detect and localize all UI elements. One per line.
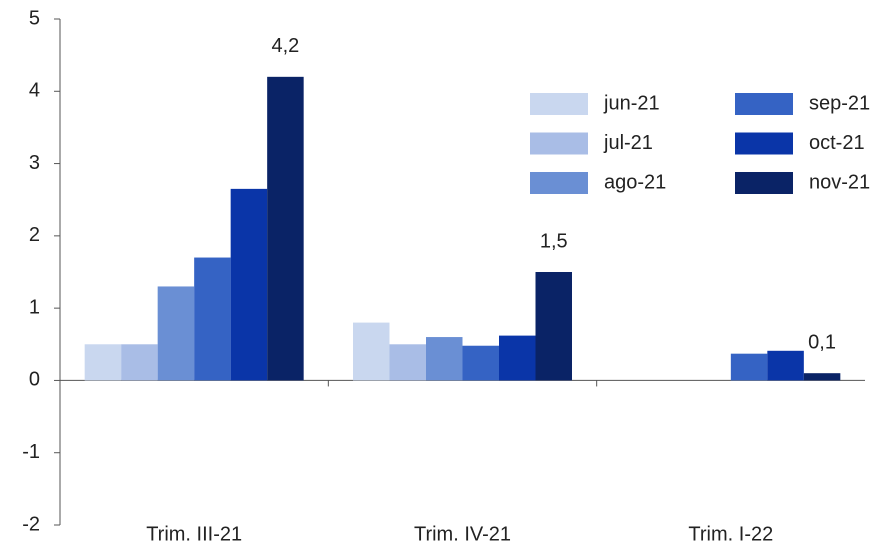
legend-swatch	[735, 132, 793, 155]
value-label: 0,1	[808, 331, 836, 353]
bar	[157, 286, 195, 381]
bar	[267, 76, 304, 381]
legend-label: ago-21	[604, 171, 666, 193]
legend-label: jun-21	[603, 92, 660, 114]
y-tick-label: -1	[22, 441, 40, 463]
legend-label: jul-21	[603, 132, 653, 154]
y-tick-label: -2	[22, 513, 40, 535]
y-tick-label: 3	[29, 152, 40, 174]
bar	[426, 337, 463, 381]
legend-label: oct-21	[809, 132, 865, 154]
y-tick-label: 0	[29, 369, 40, 391]
bar	[730, 353, 768, 381]
x-tick-label: Trim. IV-21	[414, 523, 511, 545]
bar	[535, 272, 572, 381]
bar	[499, 335, 536, 381]
x-tick-label: Trim. I-22	[688, 523, 773, 545]
bar	[84, 344, 122, 381]
bar	[353, 322, 390, 381]
legend-swatch	[530, 93, 588, 115]
value-label: 1,5	[540, 230, 568, 252]
legend-swatch	[530, 172, 588, 194]
y-tick-label: 2	[29, 224, 40, 246]
bar	[194, 257, 231, 381]
legend-swatch	[530, 132, 588, 155]
bar	[767, 350, 804, 381]
legend-swatch	[735, 93, 793, 115]
bar	[389, 344, 426, 381]
y-tick-label: 4	[29, 80, 40, 102]
bar	[462, 345, 499, 381]
legend-swatch	[735, 172, 793, 194]
bar	[230, 188, 268, 381]
bar	[121, 344, 158, 381]
value-label: 4,2	[272, 35, 300, 57]
legend-label: sep-21	[809, 92, 870, 114]
y-tick-label: 1	[29, 296, 40, 318]
bar	[803, 373, 841, 381]
x-tick-label: Trim. III-21	[146, 523, 242, 545]
legend-label: nov-21	[809, 171, 870, 193]
y-tick-label: 5	[29, 7, 40, 29]
